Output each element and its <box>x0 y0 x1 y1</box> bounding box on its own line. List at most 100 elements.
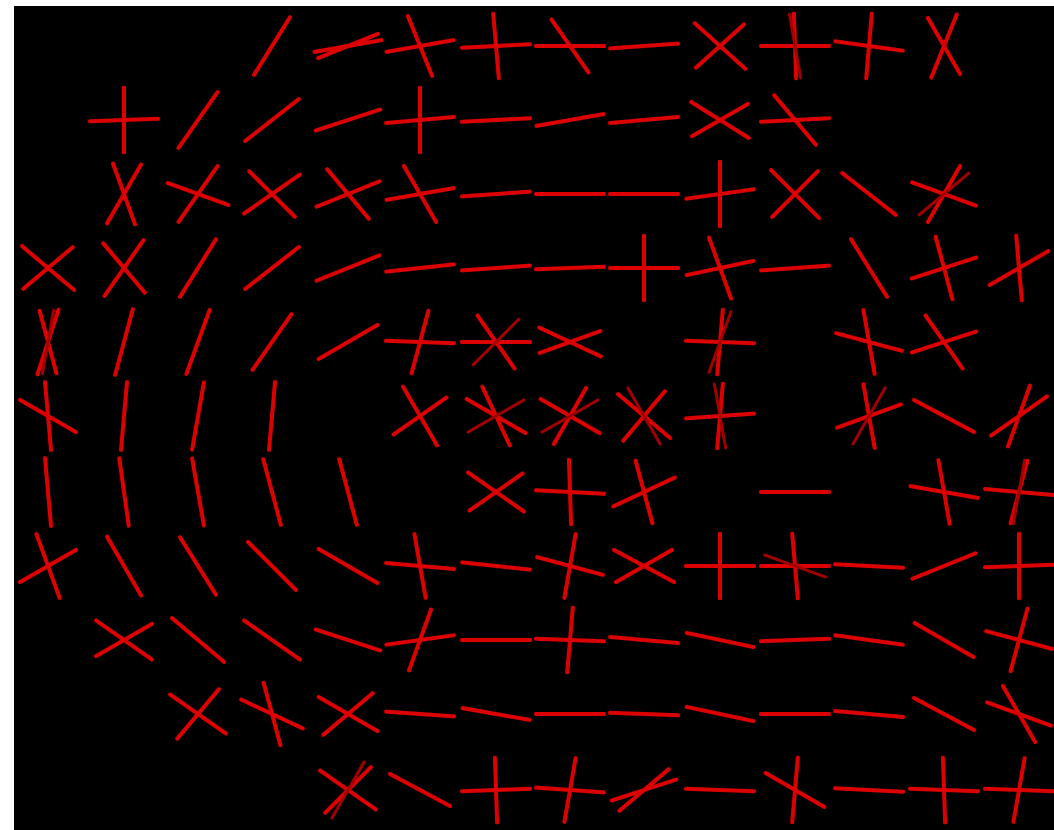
orientation-stroke <box>608 41 680 51</box>
orientation-glyph <box>313 627 383 653</box>
orientation-glyph <box>184 308 212 376</box>
orientation-glyph <box>983 756 1054 824</box>
orientation-stroke <box>467 471 525 513</box>
orientation-stroke <box>933 234 955 302</box>
orientation-glyph <box>316 547 380 585</box>
orientation-glyph <box>101 238 147 298</box>
orientation-stroke <box>18 547 78 585</box>
orientation-glyph <box>190 456 206 528</box>
orientation-glyph <box>388 772 452 808</box>
orientation-stroke <box>391 395 449 437</box>
orientation-glyph <box>460 263 532 273</box>
orientation-glyph <box>460 755 532 825</box>
orientation-stroke <box>405 14 435 78</box>
orientation-stroke <box>190 380 206 452</box>
orientation-glyph <box>925 12 963 80</box>
orientation-glyph <box>384 262 456 274</box>
orientation-stroke <box>117 456 131 528</box>
orientation-stroke <box>707 310 733 374</box>
orientation-glyph <box>908 458 980 526</box>
orientation-stroke <box>246 540 298 592</box>
orientation-glyph <box>312 31 384 61</box>
orientation-field <box>18 11 1054 825</box>
orientation-glyph <box>535 532 605 600</box>
orientation-glyph <box>534 605 606 675</box>
orientation-glyph <box>384 532 456 600</box>
orientation-stroke <box>460 116 532 124</box>
orientation-glyph <box>18 532 78 600</box>
orientation-stroke <box>316 31 380 61</box>
orientation-stroke <box>840 171 898 217</box>
orientation-field-canvas <box>14 6 1054 830</box>
orientation-stroke <box>252 15 292 77</box>
orientation-stroke <box>165 181 231 207</box>
orientation-stroke <box>912 621 976 659</box>
orientation-glyph <box>261 457 283 527</box>
orientation-stroke <box>40 308 56 376</box>
orientation-glyph <box>168 687 228 741</box>
orientation-glyph <box>612 547 676 585</box>
orientation-stroke <box>384 262 456 274</box>
orientation-stroke <box>184 308 212 376</box>
orientation-glyph <box>178 535 218 597</box>
orientation-glyph <box>608 233 680 303</box>
orientation-stroke <box>105 534 143 598</box>
orientation-glyph <box>250 312 294 372</box>
orientation-stroke <box>466 398 526 434</box>
orientation-stroke <box>412 532 428 600</box>
orientation-glyph <box>833 786 905 794</box>
orientation-glyph <box>384 308 456 376</box>
orientation-glyph <box>242 618 302 662</box>
orientation-glyph <box>242 169 302 219</box>
orientation-stroke <box>247 169 297 219</box>
orientation-stroke <box>316 323 380 361</box>
orientation-glyph <box>608 635 680 645</box>
orientation-glyph <box>314 253 382 283</box>
orientation-stroke <box>917 171 971 217</box>
orientation-stroke <box>101 241 147 295</box>
orientation-stroke <box>314 253 382 283</box>
orientation-stroke <box>407 607 433 673</box>
orientation-glyph <box>684 630 756 650</box>
orientation-stroke <box>787 12 803 80</box>
orientation-stroke <box>614 547 674 585</box>
orientation-stroke <box>849 237 889 299</box>
orientation-glyph <box>833 633 905 647</box>
orientation-stroke <box>540 398 600 434</box>
orientation-glyph <box>391 384 449 448</box>
orientation-stroke <box>864 11 874 81</box>
orientation-glyph <box>684 381 756 451</box>
orientation-stroke <box>923 313 965 371</box>
orientation-stroke <box>549 17 591 75</box>
orientation-glyph <box>464 384 528 448</box>
orientation-glyph <box>908 755 980 825</box>
orientation-glyph <box>534 756 606 824</box>
orientation-stroke <box>384 709 456 719</box>
orientation-glyph <box>833 562 905 570</box>
orientation-glyph <box>384 709 456 719</box>
orientation-stroke <box>43 456 53 528</box>
orientation-stroke <box>21 245 75 291</box>
orientation-glyph <box>759 636 831 644</box>
orientation-glyph <box>18 380 78 452</box>
orientation-stroke <box>1014 233 1024 303</box>
orientation-glyph <box>165 164 231 224</box>
orientation-stroke <box>566 457 574 527</box>
orientation-stroke <box>763 553 827 579</box>
orientation-stroke <box>707 235 733 301</box>
orientation-stroke <box>94 621 154 659</box>
orientation-glyph <box>609 767 679 813</box>
orientation-stroke <box>316 547 380 585</box>
orientation-glyph <box>460 706 532 722</box>
orientation-glyph <box>119 380 129 452</box>
orientation-stroke <box>694 22 746 70</box>
orientation-glyph <box>117 456 131 528</box>
orientation-glyph <box>910 164 978 224</box>
orientation-stroke <box>111 161 137 227</box>
orientation-glyph <box>763 755 827 825</box>
orientation-glyph <box>684 531 756 601</box>
orientation-glyph <box>267 380 277 452</box>
orientation-stroke <box>401 164 439 224</box>
orientation-glyph <box>243 97 301 143</box>
